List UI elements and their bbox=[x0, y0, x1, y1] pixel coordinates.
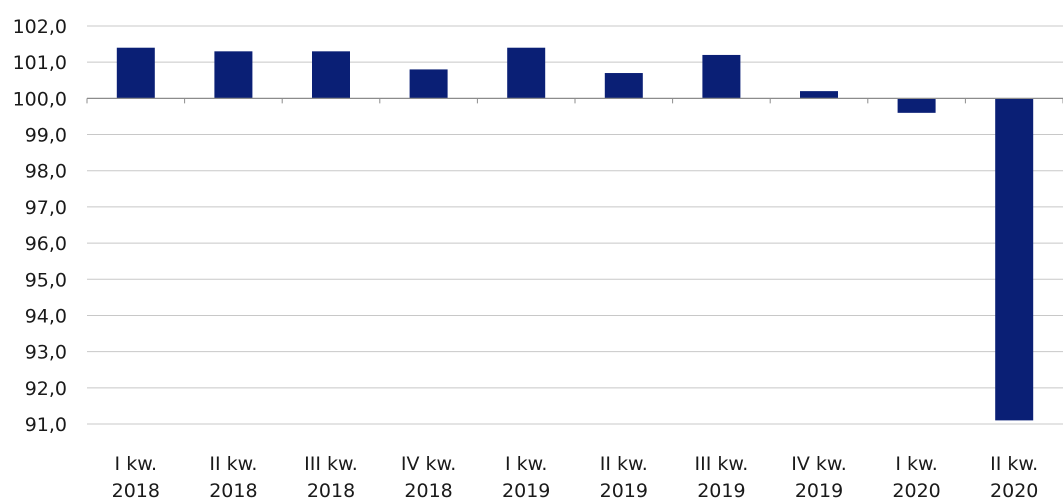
x-category-label: III kw. 2019 bbox=[695, 453, 749, 500]
x-category-year: 2018 bbox=[307, 480, 355, 500]
x-category-year: 2019 bbox=[795, 480, 843, 500]
bar bbox=[409, 69, 448, 99]
y-tick-label: 92,0 bbox=[25, 378, 67, 400]
x-category-quarter: I kw. bbox=[505, 453, 547, 475]
y-tick-label: 93,0 bbox=[25, 342, 67, 364]
y-tick-label: 95,0 bbox=[25, 269, 67, 291]
x-category-label: I kw. 2019 bbox=[502, 453, 550, 500]
x-category-label: IV kw. 2018 bbox=[401, 453, 456, 500]
x-axis-category-labels: I kw. 2018 II kw. 2018 III kw. 2018 IV kw. 2018… bbox=[112, 453, 1039, 500]
bar bbox=[897, 98, 936, 113]
x-category-quarter: III kw. bbox=[695, 453, 749, 475]
baseline-axis bbox=[86, 97, 1063, 104]
y-tick-label: 94,0 bbox=[25, 305, 67, 327]
x-category-year: 2018 bbox=[404, 480, 452, 500]
bars bbox=[116, 47, 1034, 421]
x-category-year: 2019 bbox=[502, 480, 550, 500]
y-tick-label: 99,0 bbox=[25, 125, 67, 147]
x-category-label: I kw. 2018 bbox=[112, 453, 160, 500]
x-category-label: II kw. 2020 bbox=[990, 453, 1038, 500]
y-tick-label: 91,0 bbox=[25, 414, 67, 436]
bar bbox=[995, 98, 1034, 421]
x-category-label: II kw. 2018 bbox=[209, 453, 257, 500]
bar bbox=[604, 73, 643, 99]
x-category-quarter: II kw. bbox=[209, 453, 257, 475]
x-category-quarter: II kw. bbox=[990, 453, 1038, 475]
x-category-year: 2020 bbox=[990, 480, 1038, 500]
x-category-label: I kw. 2020 bbox=[892, 453, 940, 500]
x-category-quarter: IV kw. bbox=[401, 453, 456, 475]
x-category-year: 2018 bbox=[112, 480, 160, 500]
bar bbox=[214, 51, 253, 99]
x-category-year: 2020 bbox=[892, 480, 940, 500]
y-axis-tick-labels: 91,0 92,0 93,0 94,0 95,0 96,0 97,0 98,0 99,0 100,… bbox=[13, 16, 67, 436]
y-tick-label: 100,0 bbox=[13, 88, 67, 110]
gridlines bbox=[87, 25, 1063, 425]
x-category-year: 2019 bbox=[697, 480, 745, 500]
x-category-quarter: I kw. bbox=[115, 453, 157, 475]
x-category-label: III kw. 2018 bbox=[304, 453, 358, 500]
x-category-year: 2018 bbox=[209, 480, 257, 500]
x-category-quarter: IV kw. bbox=[791, 453, 846, 475]
bar bbox=[800, 91, 838, 99]
y-tick-label: 101,0 bbox=[13, 52, 67, 74]
x-category-quarter: III kw. bbox=[304, 453, 358, 475]
y-tick-label: 98,0 bbox=[25, 161, 67, 183]
x-category-quarter: I kw. bbox=[895, 453, 937, 475]
x-category-quarter: II kw. bbox=[600, 453, 648, 475]
bar bbox=[507, 47, 546, 99]
bar bbox=[702, 54, 741, 99]
bar bbox=[312, 51, 350, 99]
y-tick-label: 102,0 bbox=[13, 16, 67, 38]
y-tick-label: 96,0 bbox=[25, 233, 67, 255]
x-category-year: 2019 bbox=[600, 480, 648, 500]
x-category-label: II kw. 2019 bbox=[600, 453, 648, 500]
bar bbox=[116, 47, 155, 99]
y-tick-label: 97,0 bbox=[25, 197, 67, 219]
x-category-label: IV kw. 2019 bbox=[791, 453, 846, 500]
